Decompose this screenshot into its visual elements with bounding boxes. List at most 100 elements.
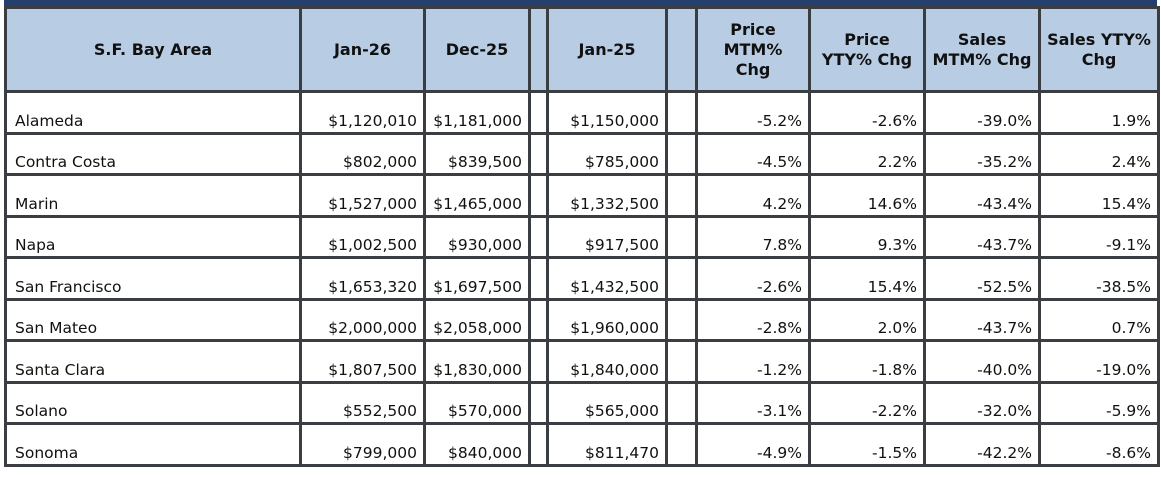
table-row: Marin $1,527,000 $1,465,000 $1,332,500 4.2% 1… [4,173,1160,218]
header-row: S.F. Bay Area Jan-26 Dec-25 Jan-25 Price MTM… [4,6,1160,93]
value-cell: -2.8% [695,297,811,342]
value-cell: $802,000 [299,131,426,176]
value-cell: -9.1% [1038,214,1160,259]
table-row: Santa Clara $1,807,500 $1,830,000 $1,840,00… [4,339,1160,384]
spacer-cell [528,173,549,218]
value-cell: -38.5% [1038,256,1160,301]
value-cell: $1,527,000 [299,173,426,218]
spacer-cell [665,173,698,218]
header-sales-mtm: Sales MTM% Chg [923,6,1041,93]
spacer-cell [528,131,549,176]
region-name-cell: San Francisco [4,256,302,301]
value-cell: $2,058,000 [423,297,531,342]
value-cell: 15.4% [808,256,926,301]
spacer-cell [665,214,698,259]
value-cell: -19.0% [1038,339,1160,384]
table-row: Alameda $1,120,010 $1,181,000 $1,150,000 -5.… [4,90,1160,135]
table-row: Solano $552,500 $570,000 $565,000 -3.1% -2.2%… [4,380,1160,425]
value-cell: -32.0% [923,380,1041,425]
region-name-cell: Sonoma [4,422,302,467]
value-cell: -8.6% [1038,422,1160,467]
spacer-cell [528,90,549,135]
value-cell: $785,000 [546,131,668,176]
value-cell: -35.2% [923,131,1041,176]
value-cell: 4.2% [695,173,811,218]
value-cell: -43.7% [923,214,1041,259]
median-price-table-container: S.F. Bay Area Jan-26 Dec-25 Jan-25 Price MTM… [4,0,1160,467]
spacer-cell [665,297,698,342]
value-cell: 2.2% [808,131,926,176]
value-cell: $799,000 [299,422,426,467]
header-region: S.F. Bay Area [4,6,302,93]
value-cell: $1,181,000 [423,90,531,135]
value-cell: -39.0% [923,90,1041,135]
value-cell: $565,000 [546,380,668,425]
value-cell: $917,500 [546,214,668,259]
value-cell: -4.5% [695,131,811,176]
value-cell: $1,002,500 [299,214,426,259]
header-price-mtm: Price MTM% Chg [695,6,811,93]
table-row: San Francisco $1,653,320 $1,697,500 $1,432,… [4,256,1160,301]
value-cell: $1,807,500 [299,339,426,384]
header-price-yty: Price YTY% Chg [808,6,926,93]
value-cell: -1.8% [808,339,926,384]
value-cell: 2.4% [1038,131,1160,176]
value-cell: $552,500 [299,380,426,425]
spacer-cell [528,256,549,301]
value-cell: $811,470 [546,422,668,467]
spacer-cell [665,131,698,176]
region-name-cell: Napa [4,214,302,259]
value-cell: $1,840,000 [546,339,668,384]
value-cell: -43.4% [923,173,1041,218]
region-name-cell: Santa Clara [4,339,302,384]
region-name-cell: Contra Costa [4,131,302,176]
region-name-cell: San Mateo [4,297,302,342]
spacer-cell [665,380,698,425]
table-row: Sonoma $799,000 $840,000 $811,470 -4.9% -1.5%… [4,422,1160,467]
value-cell: 1.9% [1038,90,1160,135]
spacer-cell [665,90,698,135]
table-row: San Mateo $2,000,000 $2,058,000 $1,960,000-… [4,297,1160,342]
value-cell: -1.5% [808,422,926,467]
value-cell: -2.2% [808,380,926,425]
value-cell: $1,653,320 [299,256,426,301]
value-cell: -2.6% [695,256,811,301]
spacer-cell [528,422,549,467]
spacer-cell [665,256,698,301]
value-cell: $1,697,500 [423,256,531,301]
region-name-cell: Solano [4,380,302,425]
spacer-cell [665,422,698,467]
value-cell: -42.2% [923,422,1041,467]
spacer-cell [528,214,549,259]
spacer-column [665,6,698,93]
value-cell: 2.0% [808,297,926,342]
header-jan-25: Jan-25 [546,6,668,93]
value-cell: $1,465,000 [423,173,531,218]
header-dec-25: Dec-25 [423,6,531,93]
value-cell: $930,000 [423,214,531,259]
value-cell: -3.1% [695,380,811,425]
value-cell: -40.0% [923,339,1041,384]
value-cell: -52.5% [923,256,1041,301]
value-cell: 0.7% [1038,297,1160,342]
value-cell: -4.9% [695,422,811,467]
value-cell: 9.3% [808,214,926,259]
spacer-cell [528,380,549,425]
header-sales-yty: Sales YTY% Chg [1038,6,1160,93]
value-cell: $2,000,000 [299,297,426,342]
value-cell: $570,000 [423,380,531,425]
value-cell: $1,830,000 [423,339,531,384]
value-cell: $1,960,000 [546,297,668,342]
value-cell: $1,432,500 [546,256,668,301]
value-cell: -2.6% [808,90,926,135]
value-cell: 15.4% [1038,173,1160,218]
table-row: Contra Costa $802,000 $839,500 $785,000 -4.5… [4,131,1160,176]
table-row: Napa $1,002,500 $930,000 $917,500 7.8% 9.3% -4… [4,214,1160,259]
spacer-cell [528,339,549,384]
value-cell: 7.8% [695,214,811,259]
value-cell: $1,332,500 [546,173,668,218]
region-name-cell: Alameda [4,90,302,135]
value-cell: -1.2% [695,339,811,384]
header-jan-26: Jan-26 [299,6,426,93]
region-name-cell: Marin [4,173,302,218]
